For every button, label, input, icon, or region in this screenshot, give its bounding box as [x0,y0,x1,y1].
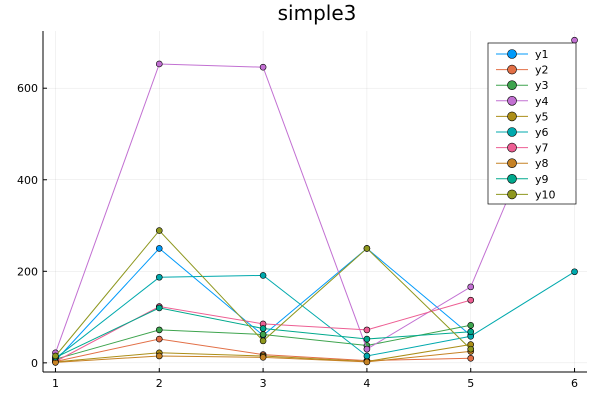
data-point-y8 [155,352,163,360]
data-point-y4 [155,60,163,68]
data-point-y3 [155,326,163,334]
legend: y1 y2 y3 y4 y5 y6 y7 y8 y9 y10 [487,42,577,205]
data-point-y9 [259,325,267,332]
legend-marker-y6 [507,127,517,137]
legend-label-y6: y6 [535,126,549,139]
data-point-y6 [259,272,267,279]
legend-marker-y10 [507,189,517,200]
y-tick-label: 400 [17,174,38,187]
legend-marker-y8 [507,158,517,168]
x-tick-label: 1 [52,377,59,390]
data-point-y9 [467,328,475,336]
chart-title: simple3 [278,1,357,25]
data-point-y4 [571,36,578,44]
data-point-y3 [467,322,475,329]
data-point-y10 [363,245,371,252]
legend-label-y1: y1 [535,48,549,61]
legend-label-y5: y5 [535,110,549,123]
data-point-y2 [155,335,163,343]
data-point-y4 [467,283,475,291]
legend-marker-y3 [507,80,517,90]
legend-marker-y5 [507,111,517,122]
series-group [52,36,578,366]
data-point-y6 [571,268,578,276]
legend-marker-y1 [507,49,517,59]
data-point-y10 [467,345,475,353]
series-y10 [52,227,475,360]
legend-label-y7: y7 [535,142,549,155]
data-point-y6 [155,273,163,281]
x-tick-label: 6 [571,377,578,390]
legend-label-y3: y3 [535,79,549,92]
legend-label-y10: y10 [535,188,556,201]
data-point-y6 [363,352,371,360]
series-y6 [52,268,578,362]
x-tick-label: 3 [260,377,267,390]
data-point-y8 [363,358,371,366]
legend-marker-y9 [507,174,517,184]
series-line-y4 [55,40,575,353]
data-point-y7 [467,296,475,304]
data-point-y2 [467,354,475,362]
x-tick-label: 2 [156,377,163,390]
series-line-y6 [55,271,575,359]
y-tick-label: 0 [31,357,38,370]
y-tick-label: 600 [17,82,38,95]
legend-box [487,42,577,205]
data-point-y9 [155,304,163,312]
data-point-y10 [259,337,267,345]
data-point-y1 [155,245,163,252]
data-point-y4 [363,345,371,353]
legend-marker-y7 [507,142,517,153]
axes: 1 2 3 4 5 6 0 200 400 600 [17,31,587,390]
data-point-y9 [363,335,371,343]
data-point-y7 [363,326,371,334]
data-point-y10 [155,227,163,234]
legend-label-y2: y2 [535,64,549,77]
legend-label-y8: y8 [535,157,549,170]
data-point-y10 [52,352,59,360]
data-point-y3 [259,331,267,338]
legend-marker-y4 [507,96,517,106]
data-point-y4 [259,63,267,71]
legend-marker-y2 [507,64,517,75]
data-point-y8 [259,354,267,361]
y-tick-label: 200 [17,265,38,278]
x-tick-label: 4 [363,377,370,390]
legend-label-y9: y9 [535,173,549,186]
legend-label-y4: y4 [535,95,549,108]
x-tick-label: 5 [467,377,474,390]
series-y4 [52,36,578,357]
